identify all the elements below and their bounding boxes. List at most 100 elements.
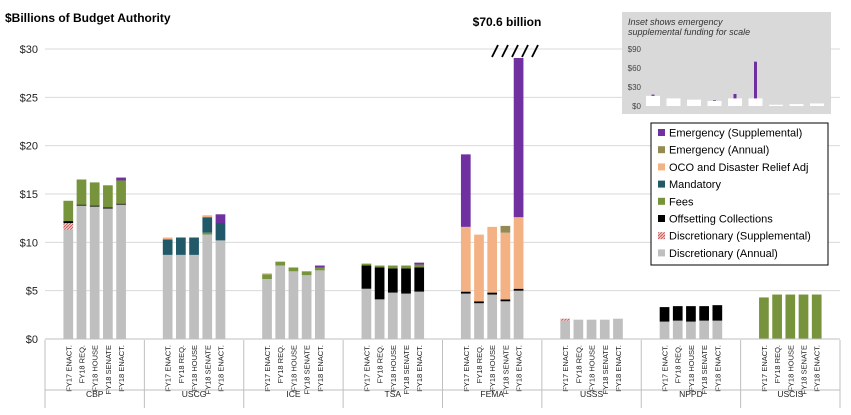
bar-segment-cbp-0-discretionary-supplemental <box>63 223 74 230</box>
bar-category-label: FY18 HOUSE <box>588 345 597 392</box>
bar-category-label: FY18 SENATE <box>800 345 809 394</box>
bar-category-label: FY18 HOUSE <box>389 345 398 392</box>
bar-segment-ice-0-oco-and-disaster-relief-adj <box>262 273 272 275</box>
bar-segment-uscg-0-discretionary-annual <box>162 254 173 339</box>
bar-segment-cbp-3-discretionary-annual <box>103 208 113 339</box>
bar-category-label: FY18 ENACT. <box>415 345 424 392</box>
bar-segment-usss-3-discretionary-annual <box>599 319 610 339</box>
bar-segment-fema-3-emergency-annual <box>500 225 511 233</box>
bar-segment-tsa-2-fees <box>387 265 398 269</box>
bar-category-label: FY17 ENACT. <box>64 345 73 392</box>
agency-label-tsa: TSA <box>385 389 402 399</box>
bar-segment-nppd-3-discretionary-annual <box>699 320 709 339</box>
bar-segment-fema-2-discretionary-annual <box>487 294 498 339</box>
bar-segment-tsa-3-offsetting-collections <box>401 268 411 294</box>
bar-segment-tsa-1-discretionary-annual <box>374 299 385 339</box>
bar-segment-cbp-4-emergency-supplemental <box>116 177 126 181</box>
bar-segment-uscg-3-oco-and-disaster-relief-adj <box>202 215 213 218</box>
bar-segment-uscis-3-fees <box>798 294 809 339</box>
bar-category-label: FY18 ENACT. <box>813 345 822 392</box>
bar-category-label: FY18 ENACT. <box>614 345 623 392</box>
bar-segment-cbp-3-fees <box>103 185 113 208</box>
agency-label-ice: ICE <box>286 389 301 399</box>
y-axis-title: $Billions of Budget Authority <box>5 11 171 25</box>
y-tick-label: $15 <box>20 189 38 201</box>
bar-category-label: FY18 ENACT. <box>117 345 126 392</box>
legend-label-mandatory: Mandatory <box>669 179 721 191</box>
bar-category-label: FY18 HOUSE <box>687 345 696 392</box>
y-tick-label: $30 <box>20 44 38 56</box>
bar-segment-tsa-4-emergency-supplemental <box>414 262 425 265</box>
bar-category-label: FY17 ENACT. <box>462 345 471 392</box>
inset-bar-base <box>707 100 722 106</box>
legend-swatch <box>658 180 665 188</box>
bar-segment-usss-0-discretionary-annual <box>560 320 571 339</box>
bar-segment-cbp-0-offsetting-collections <box>63 221 74 223</box>
bar-category-label: FY17 ENACT. <box>561 345 570 392</box>
bar-segment-fema-0-offsetting-collections <box>460 291 471 294</box>
bar-segment-uscg-2-mandatory <box>189 237 199 255</box>
bar-segment-ice-4-discretionary-annual <box>314 270 325 339</box>
bar-category-label: FY18 SENATE <box>501 345 510 394</box>
bar-segment-fema-4-oco-and-disaster-relief-adj <box>513 217 524 289</box>
inset-bar-base <box>748 98 763 106</box>
y-tick-label: $5 <box>26 286 38 298</box>
bar-category-label: FY18 REQ. <box>376 345 385 383</box>
legend-label-discretionary-supplemental: Discretionary (Supplemental) <box>669 231 811 243</box>
bar-segment-ice-1-fees <box>275 261 286 266</box>
bar-category-label: FY18 REQ. <box>475 345 484 383</box>
bar-segment-cbp-4-offsetting-collections <box>116 203 126 205</box>
bar-category-label: FY18 SENATE <box>402 345 411 394</box>
bar-segment-uscg-0-oco-and-disaster-relief-adj <box>162 237 173 240</box>
bar-segment-fema-3-offsetting-collections <box>500 299 511 302</box>
bar-category-label: FY18 REQ. <box>177 345 186 383</box>
legend-label-discretionary-annual: Discretionary (Annual) <box>669 248 778 260</box>
bar-category-label: FY18 SENATE <box>700 345 709 394</box>
bar-category-label: FY18 REQ. <box>574 345 583 383</box>
bar-segment-fema-0-discretionary-annual <box>460 293 471 339</box>
bar-segment-fema-4-discretionary-annual <box>513 290 524 339</box>
bar-segment-cbp-2-offsetting-collections <box>89 205 100 207</box>
bar-segment-fema-1-discretionary-annual <box>474 303 484 339</box>
axis-break-mark <box>531 44 539 58</box>
legend-swatch <box>658 197 665 205</box>
inset-bar-emergency <box>651 94 655 96</box>
bar-segment-tsa-0-discretionary-annual <box>361 288 372 339</box>
bar-segment-nppd-1-offsetting-collections <box>672 306 683 321</box>
legend-label-fees: Fees <box>669 196 694 208</box>
bar-segment-uscg-3-discretionary-annual <box>202 234 213 339</box>
bar-segment-fema-0-oco-and-disaster-relief-adj <box>460 226 471 292</box>
legend-label-oco-and-disaster-relief-adj: OCO and Disaster Relief Adj <box>669 162 808 174</box>
bar-segment-ice-0-discretionary-annual <box>262 279 272 339</box>
bar-segment-tsa-0-offsetting-collections <box>361 265 372 289</box>
bar-segment-uscg-0-mandatory <box>162 239 173 255</box>
legend-swatch <box>658 215 665 222</box>
bar-segment-uscis-4-fees <box>811 294 822 339</box>
bar-category-label: FY18 ENACT. <box>216 345 225 392</box>
bar-category-label: FY18 SENATE <box>203 345 212 394</box>
bar-segment-cbp-1-discretionary-annual <box>76 205 87 339</box>
bar-segment-cbp-2-discretionary-annual <box>89 206 100 339</box>
legend-label-emergency-annual: Emergency (Annual) <box>669 145 769 157</box>
y-tick-label: $25 <box>20 92 38 104</box>
agency-label-usss: USSS <box>580 389 603 399</box>
bar-category-label: FY18 HOUSE <box>91 345 100 392</box>
bar-segment-uscg-2-discretionary-annual <box>189 254 199 339</box>
bar-segment-cbp-1-offsetting-collections <box>76 204 87 206</box>
bar-segment-fema-2-offsetting-collections <box>487 292 498 295</box>
bar-segment-nppd-4-discretionary-annual <box>712 320 723 339</box>
legend-swatch <box>658 146 665 154</box>
bar-segment-uscg-4-emergency-supplemental <box>215 214 226 223</box>
bar-category-label: FY18 SENATE <box>104 345 113 394</box>
inset-bar-base <box>728 98 742 106</box>
bar-segment-uscis-2-fees <box>785 294 796 339</box>
bar-segment-uscis-0-fees <box>759 297 769 339</box>
inset-bar-emergency <box>754 61 757 99</box>
bar-segment-cbp-0-fees <box>63 200 74 222</box>
legend-box <box>650 122 829 266</box>
bar-category-label: FY18 ENACT. <box>515 345 524 392</box>
bar-segment-nppd-0-offsetting-collections <box>659 307 670 322</box>
inset-y-tick-label: $90 <box>628 45 642 54</box>
bar-category-label: FY18 HOUSE <box>786 345 795 392</box>
